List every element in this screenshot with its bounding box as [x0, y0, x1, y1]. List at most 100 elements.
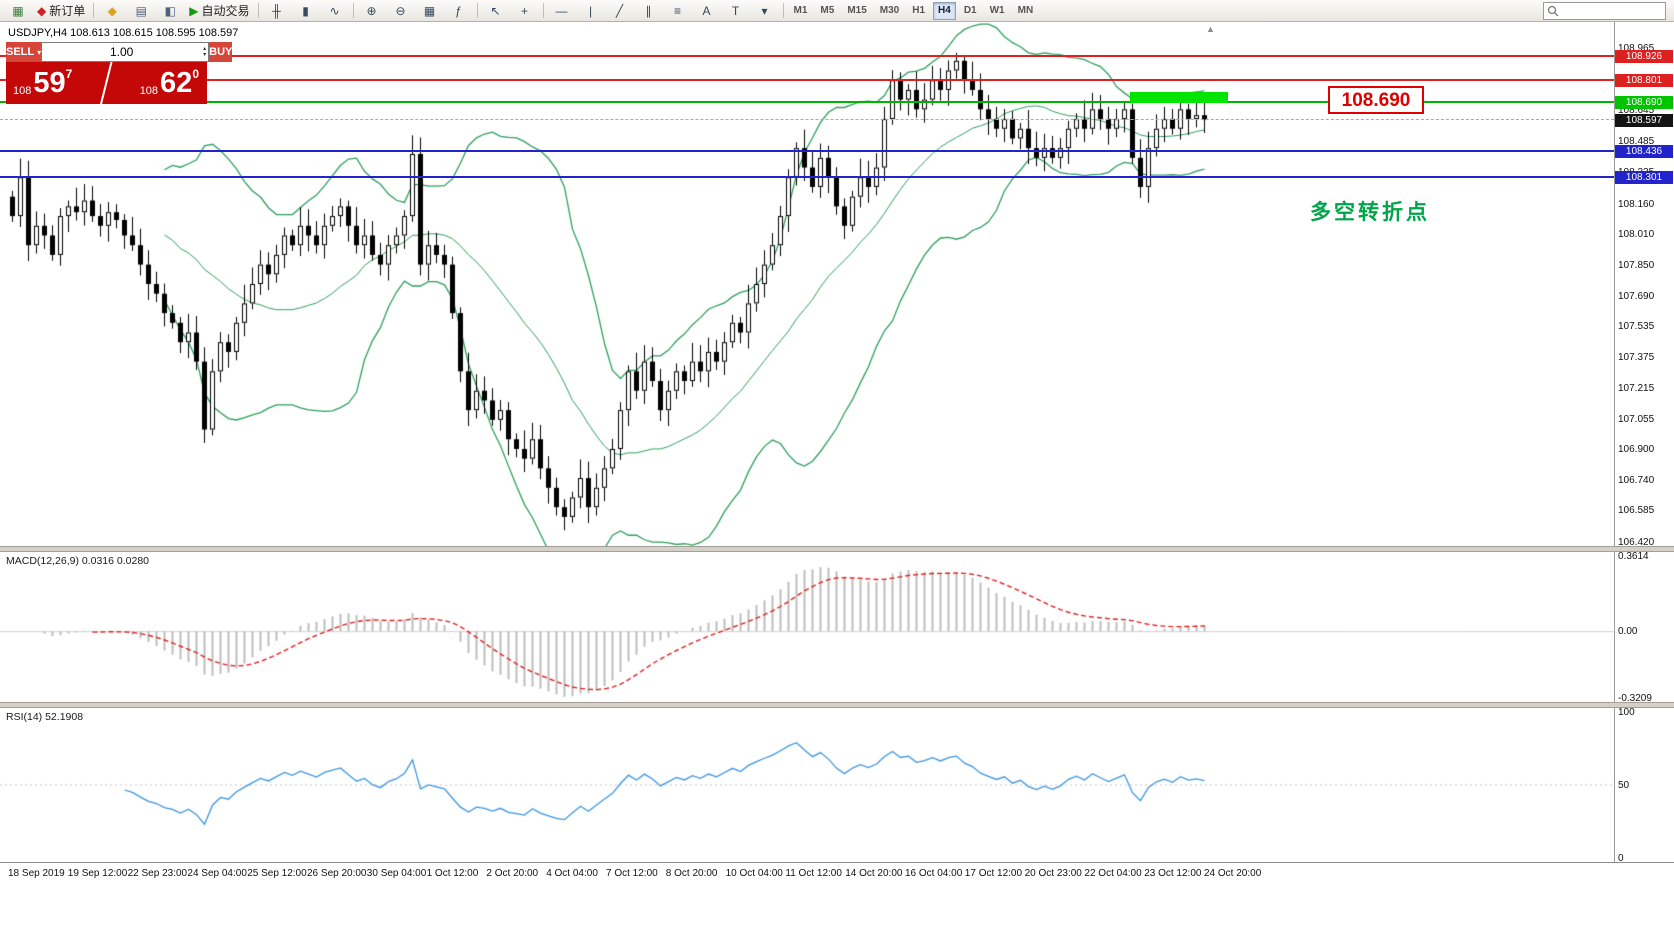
price-axis-tick: 108.160 [1618, 199, 1655, 211]
vertical-line-icon[interactable]: | [577, 1, 605, 21]
new-order-button-label: 新订单 [49, 4, 86, 18]
fibonacci-icon[interactable]: ≡ [664, 1, 692, 21]
panel-divider[interactable] [0, 702, 1674, 708]
toolbar-separator [782, 3, 784, 18]
market-watch-icon[interactable]: ▤ [127, 1, 155, 21]
price-axis-tick: 107.055 [1618, 413, 1655, 425]
timeframe-d1[interactable]: D1 [963, 5, 977, 16]
channel-icon[interactable]: ∥ [635, 1, 663, 21]
volume-down-button[interactable]: ▾ [203, 52, 207, 58]
text-icon[interactable]: A [693, 1, 721, 21]
trendline-icon[interactable]: ╱ [606, 1, 634, 21]
timeframe-mn[interactable]: MN [1017, 5, 1034, 16]
macd-axis-tick: 0.3614 [1618, 551, 1649, 563]
navigator-icon: ◧ [164, 3, 176, 18]
zoom-out-icon[interactable]: ⊖ [387, 1, 415, 21]
buy-price-sup: 0 [192, 67, 199, 81]
price-axis-tick: 107.850 [1618, 259, 1655, 271]
price-axis-tick: 107.535 [1618, 320, 1655, 332]
sell-button[interactable]: 108 59 7 [6, 62, 103, 104]
favorites-icon[interactable]: ◆ [98, 1, 126, 21]
volume-up-button[interactable]: ▴ [203, 46, 207, 52]
label-icon[interactable]: T [722, 1, 750, 21]
time-axis-label: 11 Oct 12:00 [785, 868, 842, 879]
timeframe-m15[interactable]: M15 [847, 5, 867, 16]
price-level-line[interactable] [0, 149, 1614, 152]
price-axis-tick: 106.900 [1618, 443, 1655, 455]
zoom-in-icon[interactable]: ⊕ [358, 1, 386, 21]
timeframe-m5[interactable]: M5 [820, 5, 835, 16]
time-axis[interactable] [0, 863, 1674, 949]
label-icon: T [731, 3, 740, 18]
timeframe-h4[interactable]: H4 [933, 1, 956, 20]
volume-stepper: ▴ ▾ [41, 42, 210, 62]
cursor-icon[interactable]: ↖ [482, 1, 510, 21]
price-axis-tick: 106.420 [1618, 537, 1655, 549]
cursor-icon: ↖ [490, 3, 501, 18]
one-click-trading-widget: SELL ▾ ▴ ▾ BUY 108 59 7 108 62 0 [6, 42, 233, 104]
price-callout-label[interactable]: 108.690 [1328, 86, 1424, 114]
bars-chart-icon[interactable]: ╫ [263, 1, 291, 21]
macd-axis-tick: 0.00 [1618, 626, 1638, 638]
time-axis-label: 10 Oct 04:00 [725, 868, 783, 879]
shapes-icon[interactable]: ▾ [751, 1, 779, 21]
candlestick-chart-icon: ▮ [302, 3, 309, 18]
autoscroll-marker-icon[interactable]: ▲ [1206, 24, 1215, 34]
panel-divider[interactable] [0, 546, 1674, 552]
text-icon: A [702, 3, 711, 18]
tile-windows-icon[interactable]: ▦ [416, 1, 444, 21]
timeframe-m1[interactable]: M1 [793, 5, 808, 16]
search-input[interactable] [1562, 2, 1662, 19]
indicators-icon[interactable]: ƒ [445, 1, 473, 21]
price-axis-tick: 108.485 [1618, 136, 1655, 148]
buy-tab[interactable]: BUY [209, 42, 233, 62]
new-order-button[interactable]: ◆ 新订单 [33, 1, 89, 21]
timeframe-h1[interactable]: H1 [912, 5, 926, 16]
rsi-axis-tick: 100 [1618, 707, 1635, 718]
vertical-line-icon: | [588, 3, 593, 18]
price-axis-tick: 108.645 [1618, 105, 1655, 117]
timeframe-w1[interactable]: W1 [989, 5, 1005, 16]
favorites-icon: ◆ [107, 3, 117, 18]
horizontal-line-icon[interactable]: — [548, 1, 576, 21]
price-level-line[interactable] [0, 54, 1614, 57]
time-axis-label: 19 Sep 12:00 [67, 868, 128, 879]
macd-panel-canvas[interactable] [0, 552, 1614, 702]
price-axis-tick: 106.740 [1618, 475, 1655, 486]
timeframe-m30[interactable]: M30 [879, 5, 900, 16]
sell-dropdown-icon[interactable]: ▾ [37, 47, 42, 57]
highlight-zone[interactable] [1130, 92, 1228, 103]
search-box [1543, 1, 1666, 20]
rsi-panel-canvas[interactable] [0, 708, 1614, 862]
price-axis-tick: 107.690 [1618, 290, 1655, 302]
new-order-icon: ◆ [37, 3, 47, 18]
sell-price-sup: 7 [65, 67, 73, 81]
price-level-line[interactable] [0, 100, 1614, 103]
line-chart-icon[interactable]: ∿ [321, 1, 349, 21]
tile-windows-icon: ▦ [423, 3, 436, 18]
time-axis-label: 8 Oct 20:00 [665, 868, 718, 879]
indicators-icon: ƒ [455, 3, 462, 18]
chart-annotation: 多空转折点 [1310, 201, 1430, 224]
time-axis-label: 22 Sep 23:00 [127, 868, 188, 879]
price-tag: 108.597 [1615, 113, 1673, 127]
toolbar-separator [542, 3, 544, 18]
price-axis-tick: 107.215 [1618, 382, 1655, 394]
search-icon [1547, 5, 1559, 16]
candlestick-chart-icon[interactable]: ▮ [292, 1, 320, 21]
navigator-icon[interactable]: ◧ [156, 1, 184, 21]
sell-tab[interactable]: SELL ▾ [6, 42, 42, 62]
time-axis-label: 23 Oct 12:00 [1144, 868, 1202, 879]
autotrade-button[interactable]: ▶ 自动交易 [185, 1, 253, 21]
price-tag: 108.801 [1615, 74, 1673, 88]
buy-button[interactable]: 108 62 0 [103, 62, 208, 104]
price-level-line[interactable] [0, 176, 1614, 179]
volume-input[interactable] [42, 43, 202, 61]
new-chart-icon[interactable]: ▦ [4, 1, 32, 21]
sell-tab-label: SELL [6, 46, 35, 58]
horizontal-line-icon: — [555, 3, 568, 18]
time-axis-label: 1 Oct 12:00 [426, 868, 479, 879]
price-level-line[interactable] [0, 79, 1614, 82]
crosshair-icon[interactable]: + [511, 1, 539, 21]
price-level-line[interactable] [0, 119, 1614, 121]
